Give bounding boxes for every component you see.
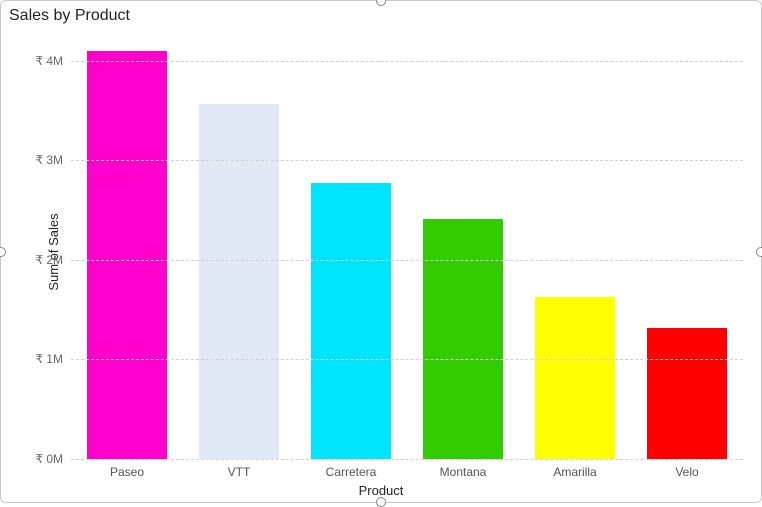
chart-card[interactable]: Sales by Product Sum of Sales ₹ 0M₹ 1M₹ … — [0, 0, 762, 503]
bar-slot — [519, 41, 631, 459]
resize-handle-right[interactable] — [756, 247, 762, 257]
bar-slot — [71, 41, 183, 459]
x-axis-label: Product — [359, 483, 404, 498]
y-axis-label: Sum of Sales — [46, 213, 61, 290]
bars-container — [71, 41, 743, 459]
resize-handle-left[interactable] — [0, 247, 6, 257]
y-tick-label: ₹ 3M — [35, 153, 71, 167]
x-tick-label: Montana — [440, 459, 487, 479]
bar[interactable] — [647, 328, 728, 459]
x-tick-label: Amarilla — [553, 459, 596, 479]
plot-area: ₹ 0M₹ 1M₹ 2M₹ 3M₹ 4MPaseoVTTCarreteraMon… — [71, 41, 743, 459]
bar-slot — [407, 41, 519, 459]
x-tick-label: VTT — [228, 459, 251, 479]
grid-line — [71, 260, 743, 261]
bar[interactable] — [423, 219, 504, 459]
y-tick-label: ₹ 1M — [35, 352, 71, 366]
grid-line — [71, 160, 743, 161]
y-tick-label: ₹ 0M — [35, 452, 71, 466]
chart-title: Sales by Product — [9, 7, 130, 25]
bar-slot — [183, 41, 295, 459]
x-tick-label: Velo — [675, 459, 698, 479]
bar[interactable] — [311, 183, 392, 459]
resize-handle-bottom[interactable] — [376, 497, 386, 507]
bar[interactable] — [535, 297, 616, 459]
y-tick-label: ₹ 4M — [35, 54, 71, 68]
y-tick-label: ₹ 2M — [35, 253, 71, 267]
x-tick-label: Carretera — [326, 459, 377, 479]
resize-handle-top[interactable] — [376, 0, 386, 6]
grid-line — [71, 61, 743, 62]
bar[interactable] — [87, 51, 168, 459]
bar-slot — [295, 41, 407, 459]
bar-slot — [631, 41, 743, 459]
grid-line — [71, 459, 743, 460]
bar[interactable] — [199, 104, 280, 459]
grid-line — [71, 359, 743, 360]
x-tick-label: Paseo — [110, 459, 144, 479]
